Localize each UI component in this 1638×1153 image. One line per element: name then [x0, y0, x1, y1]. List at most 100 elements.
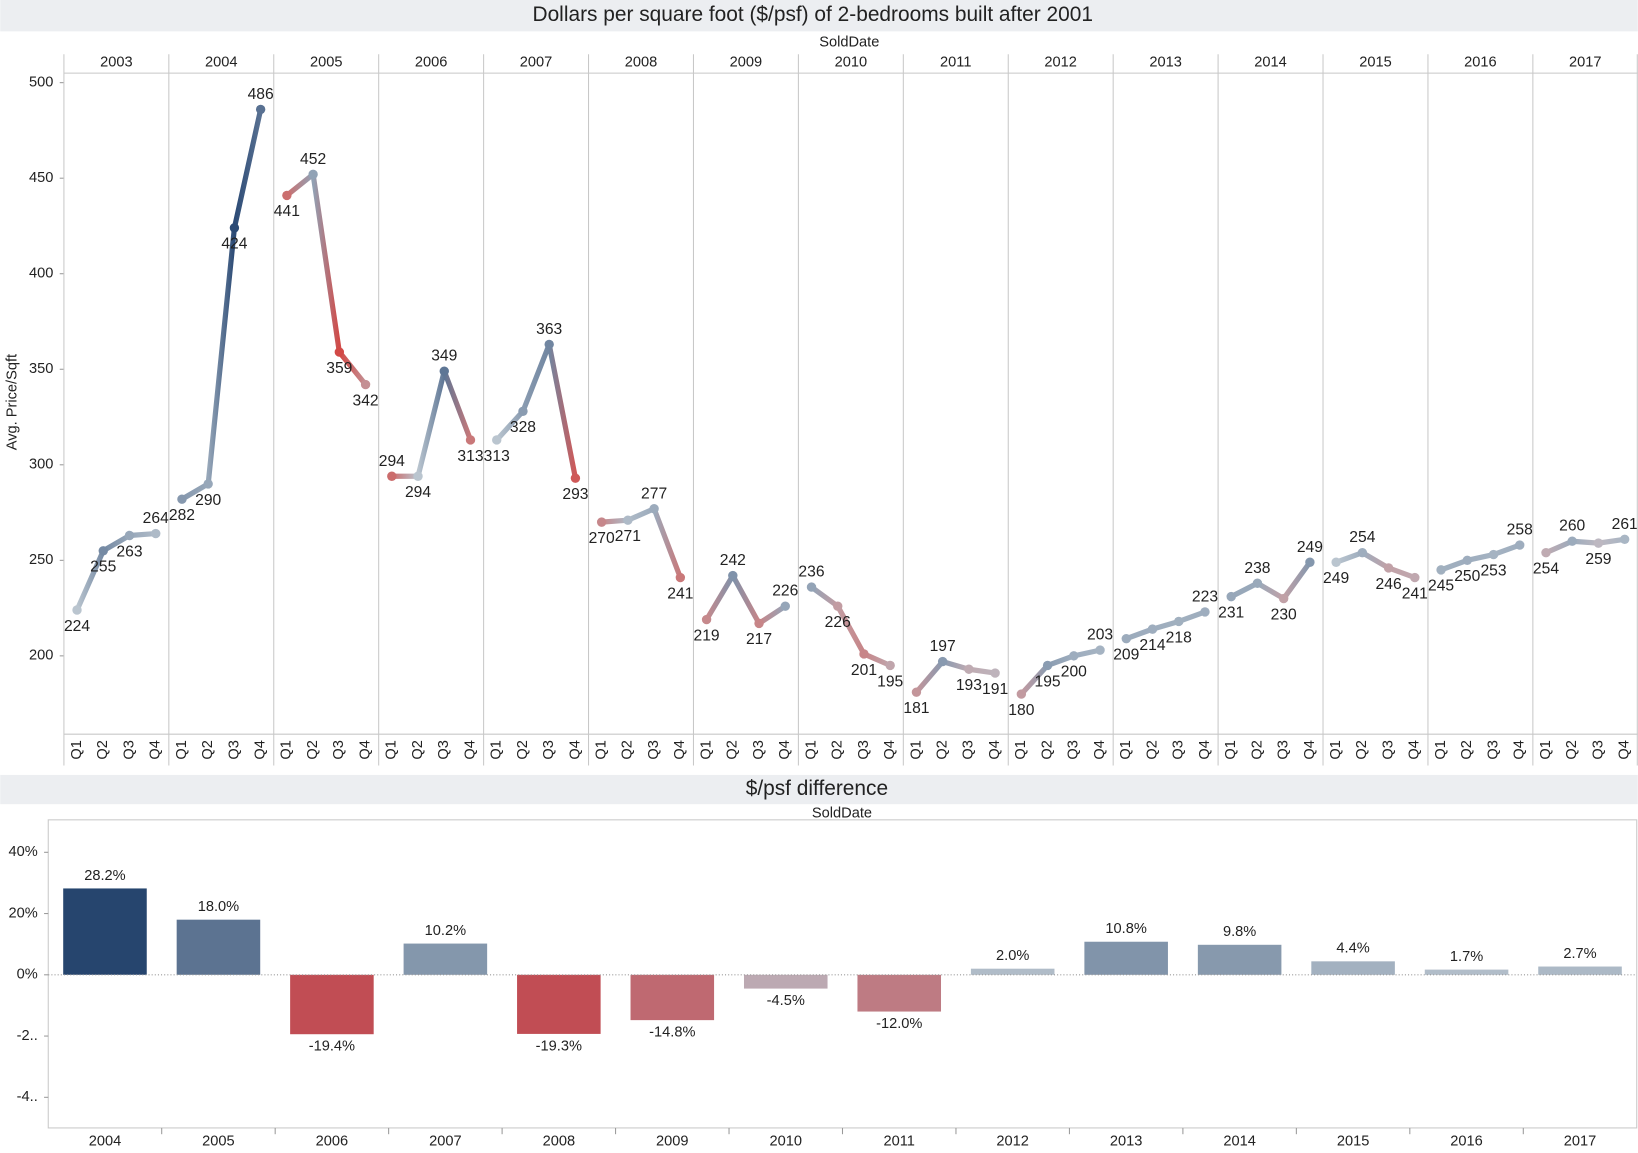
- x-tick-label: Q4: [672, 740, 688, 759]
- value-label: 219: [694, 627, 720, 644]
- value-label: -19.3%: [536, 1038, 582, 1054]
- facet-header: 2014: [1254, 55, 1287, 71]
- point: [911, 687, 922, 697]
- point: [387, 471, 397, 481]
- bar: [1424, 969, 1509, 975]
- facet-header: 2009: [730, 55, 763, 71]
- x-tick-label: Q2: [95, 740, 111, 759]
- x-tick-label: Q1: [594, 740, 610, 759]
- value-label: 195: [877, 673, 903, 690]
- point: [177, 494, 187, 504]
- bar: [630, 974, 715, 1021]
- x-tick-label: 2014: [1223, 1133, 1256, 1149]
- value-label: 293: [562, 486, 588, 503]
- value-label: 217: [746, 631, 772, 648]
- bar: [1311, 961, 1395, 975]
- value-label: 271: [615, 528, 641, 545]
- point: [1436, 565, 1446, 575]
- value-label: 226: [772, 583, 798, 600]
- value-label: 241: [1402, 585, 1428, 602]
- line: [1123, 609, 1208, 642]
- x-tick-label: Q3: [436, 740, 452, 760]
- value-label: 209: [1113, 647, 1139, 664]
- value-label: 254: [1349, 529, 1375, 546]
- point: [413, 471, 423, 481]
- point: [203, 479, 213, 489]
- value-label: 238: [1244, 560, 1270, 577]
- line: [1333, 550, 1418, 581]
- value-label: 250: [1454, 568, 1480, 585]
- value-label: 180: [1008, 702, 1034, 719]
- bar: [63, 888, 147, 975]
- point: [623, 515, 633, 525]
- y-tick-label: -2..: [17, 1028, 38, 1044]
- point: [1331, 557, 1341, 567]
- x-tick-label: 2013: [1110, 1133, 1143, 1149]
- point: [492, 435, 502, 445]
- point: [1357, 547, 1368, 558]
- x-tick-label: Q1: [174, 740, 190, 759]
- x-tick-label: Q4: [253, 740, 269, 760]
- point: [1410, 572, 1420, 583]
- point: [937, 656, 948, 667]
- bar: [517, 974, 601, 1034]
- x-tick-label: Q2: [1144, 740, 1160, 760]
- x-tick-label: Q3: [856, 740, 872, 759]
- point: [439, 366, 449, 376]
- x-tick-label: Q2: [620, 740, 636, 759]
- point: [98, 546, 108, 556]
- x-tick-label: Q2: [1564, 740, 1580, 759]
- y-tick-label: 300: [29, 457, 53, 473]
- point: [1200, 607, 1210, 617]
- x-tick-label: Q3: [646, 740, 662, 759]
- point: [675, 572, 686, 583]
- value-label: 349: [431, 348, 457, 365]
- value-label: 10.8%: [1105, 921, 1146, 937]
- facet-header: 2011: [940, 55, 971, 71]
- value-label: 200: [1061, 664, 1087, 681]
- point: [1515, 540, 1525, 550]
- point: [151, 528, 161, 539]
- point: [1174, 616, 1184, 627]
- value-label: 197: [930, 638, 956, 655]
- value-label: 246: [1376, 576, 1402, 593]
- value-label: 242: [720, 552, 746, 569]
- facet-header: 2013: [1149, 55, 1182, 71]
- x-tick-label: Q3: [541, 740, 557, 759]
- x-tick-label: Q3: [961, 740, 977, 760]
- x-tick-label: Q2: [410, 740, 426, 760]
- y-tick-label: 20%: [9, 905, 38, 921]
- facet-header: 2008: [625, 55, 658, 71]
- x-tick-label: Q4: [1302, 740, 1318, 760]
- point: [990, 668, 1000, 678]
- bar: [403, 943, 488, 975]
- x-tick-label: Q1: [1538, 740, 1554, 760]
- y-tick-label: -4..: [17, 1089, 38, 1105]
- x-tick-label: Q3: [1590, 740, 1606, 760]
- line: [179, 106, 264, 502]
- title-band: [0, 774, 1638, 805]
- point: [596, 517, 607, 527]
- x-tick-label: Q2: [1039, 740, 1055, 759]
- line: [74, 530, 159, 613]
- bar: [1084, 941, 1168, 975]
- point: [360, 379, 371, 390]
- value-label: 258: [1507, 522, 1533, 539]
- x-tick-label: Q1: [1433, 740, 1449, 760]
- bar: [1197, 944, 1282, 975]
- x-tick-label: Q1: [1328, 740, 1344, 760]
- point: [1567, 536, 1577, 546]
- title-band: [0, 0, 1638, 32]
- point: [1016, 689, 1027, 699]
- value-label: 193: [956, 677, 982, 694]
- value-label: 230: [1271, 606, 1297, 623]
- facet-header: 2006: [415, 55, 448, 71]
- x-tick-label: Q4: [567, 740, 583, 759]
- point: [833, 601, 843, 611]
- x-tick-label: Q2: [200, 740, 216, 759]
- x-tick-label: Q2: [935, 740, 951, 759]
- x-tick-label: Q1: [908, 740, 924, 760]
- value-label: 313: [457, 448, 483, 465]
- x-tick-label: Q4: [1617, 740, 1633, 760]
